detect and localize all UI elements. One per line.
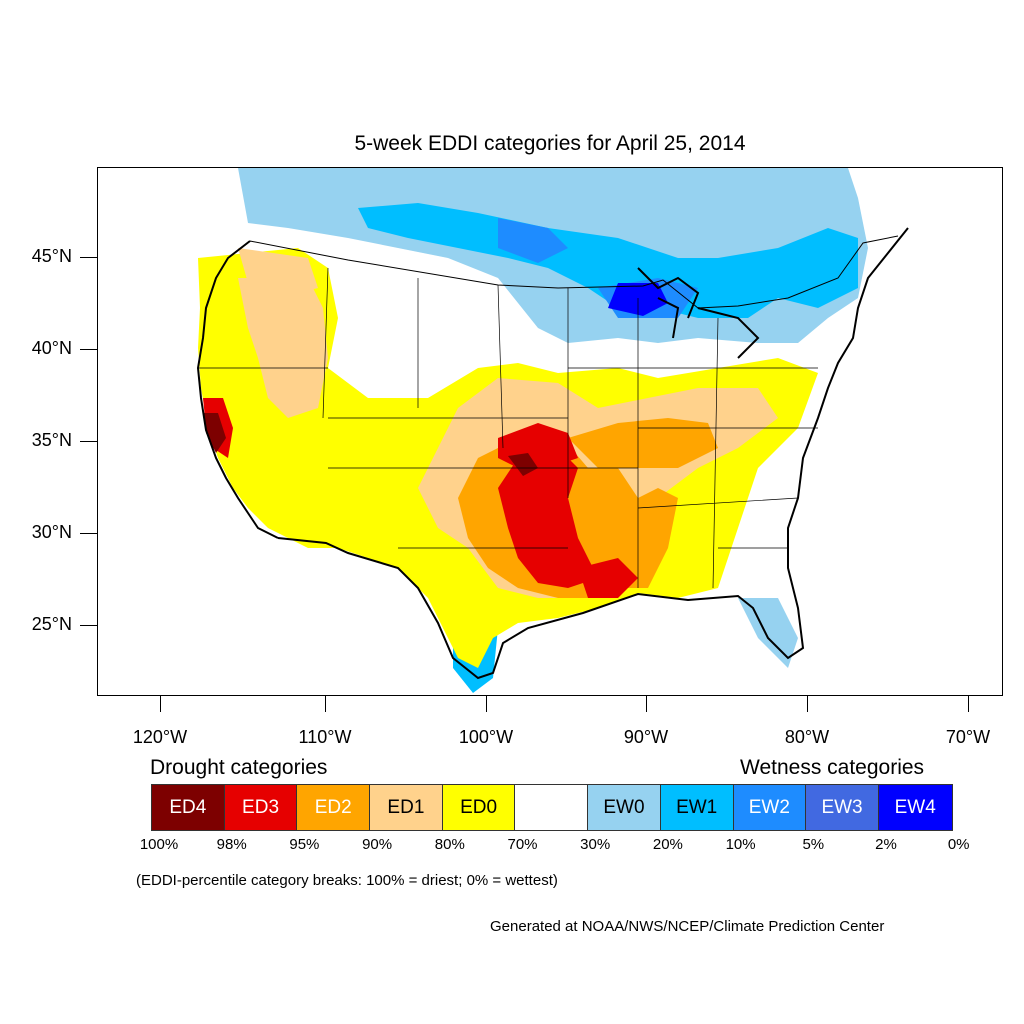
percentile-label: 0% [947, 836, 970, 853]
legend-cell-normal [515, 785, 589, 830]
breaks-note: (EDDI-percentile category breaks: 100% =… [136, 872, 558, 889]
lon-tick [968, 696, 969, 712]
lon-tick [160, 696, 161, 712]
lat-tick [80, 625, 97, 626]
lat-tick [80, 533, 97, 534]
legend-cell-ed3: ED3 [224, 785, 298, 830]
lat-tick [80, 441, 97, 442]
eddi-map [196, 168, 909, 693]
percentile-label: 30% [580, 836, 611, 853]
lat-tick [80, 257, 97, 258]
drought-categories-heading: Drought categories [150, 756, 328, 779]
legend-cell-ed4: ED4 [152, 785, 225, 830]
lat-label-30: 30°N [31, 522, 72, 542]
lon-label-80: 80°W [784, 727, 830, 747]
percentile-label: 2% [875, 836, 897, 853]
percentile-label: 100% [139, 836, 179, 853]
credit-line: Generated at NOAA/NWS/NCEP/Climate Predi… [490, 918, 885, 935]
legend-cell-ed2: ED2 [297, 785, 371, 830]
wetness-categories-heading: Wetness categories [740, 756, 925, 779]
percentile-label: 98% [216, 836, 247, 853]
lat-label-40: 40°N [31, 338, 72, 358]
boundaries [196, 227, 909, 680]
lon-label-90: 90°W [623, 727, 669, 747]
percentile-label: 95% [289, 836, 320, 853]
lon-label-120: 120°W [132, 727, 188, 747]
legend-cell-ed0: ED0 [442, 785, 516, 830]
map-title: 5-week EDDI categories for April 25, 201… [354, 132, 746, 155]
percentile-label: 5% [802, 836, 825, 853]
percentile-label: 20% [652, 836, 683, 853]
percentile-label: 90% [362, 836, 393, 853]
lon-label-110: 110°W [298, 727, 352, 747]
lon-label-70: 70°W [945, 727, 991, 747]
lon-tick [807, 696, 808, 712]
legend-cell-ew3: EW3 [806, 785, 879, 830]
legend-cell-ew2: EW2 [733, 785, 807, 830]
category-legend: ED4 ED3 ED2 ED1 ED0 EW0 EW1 EW2 EW3 EW4 [151, 784, 953, 831]
percentile-label: 70% [507, 836, 538, 853]
legend-cell-ew1: EW1 [660, 785, 734, 830]
percentile-label: 10% [725, 836, 756, 853]
lat-label-35: 35°N [31, 430, 72, 450]
map-panel [97, 167, 1003, 696]
lon-label-100: 100°W [458, 727, 514, 747]
legend-cell-ew0: EW0 [588, 785, 661, 830]
percentile-label: 80% [434, 836, 465, 853]
lon-tick [325, 696, 326, 712]
lat-label-45: 45°N [31, 246, 72, 266]
lat-tick [80, 349, 97, 350]
lon-tick [486, 696, 487, 712]
legend-cell-ed1: ED1 [370, 785, 443, 830]
drought-wetness-fields [198, 168, 868, 693]
legend-cell-ew4: EW4 [878, 785, 952, 830]
lon-tick [646, 696, 647, 712]
lat-label-25: 25°N [31, 614, 72, 634]
